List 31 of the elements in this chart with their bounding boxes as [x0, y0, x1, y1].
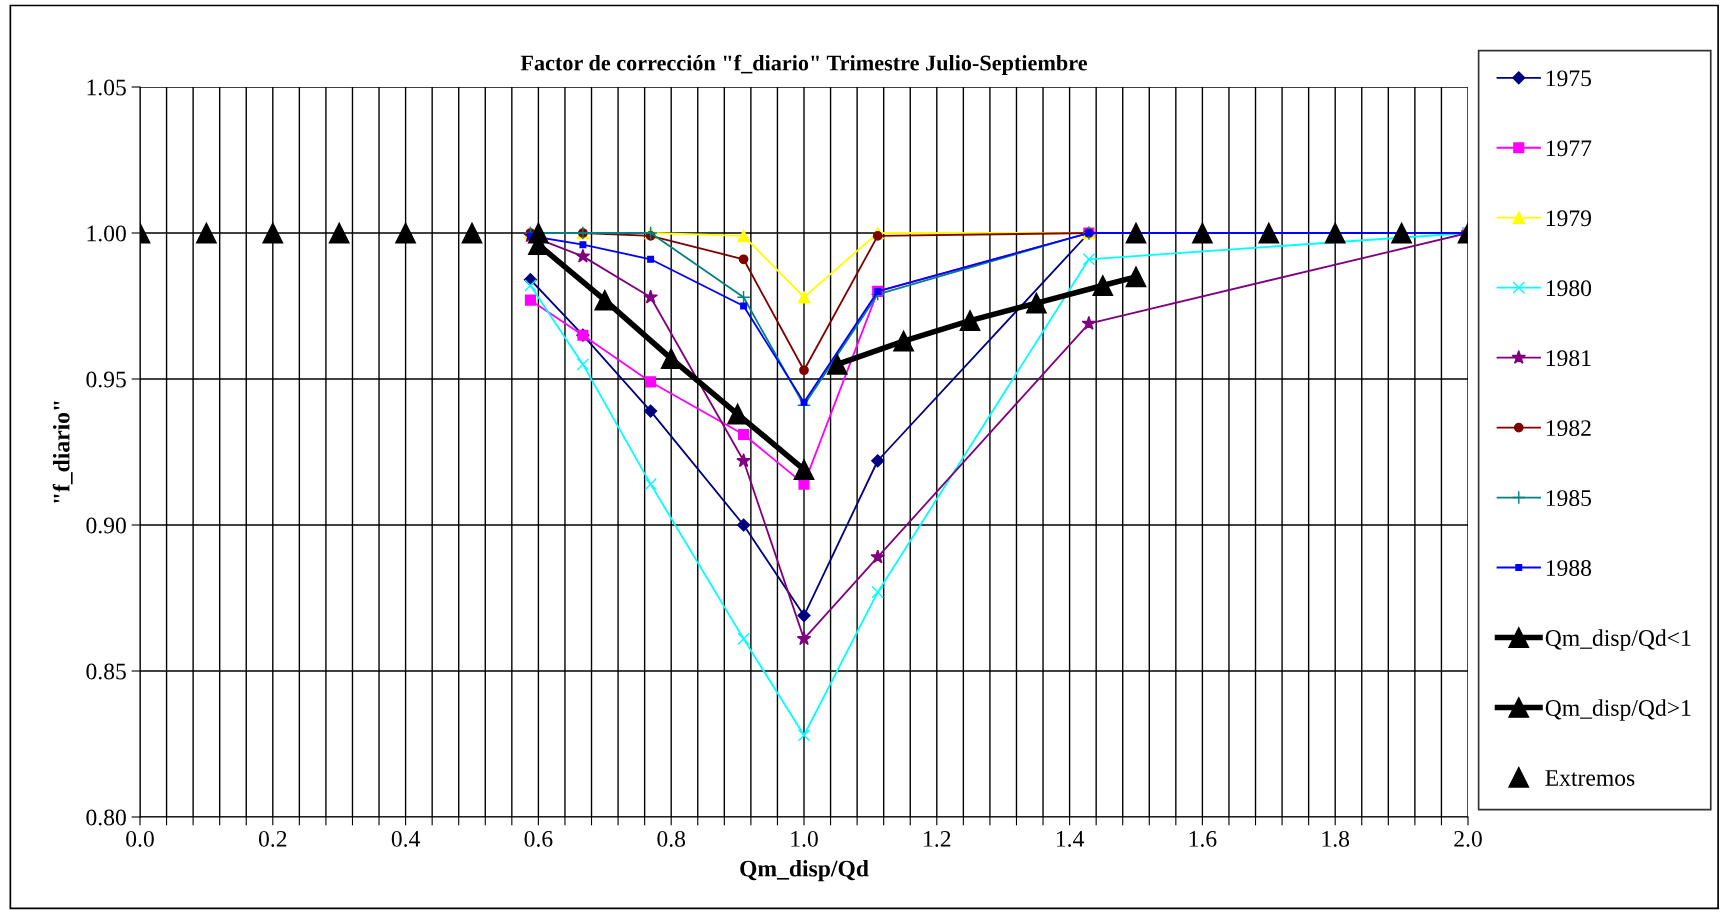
x-tick-label: 1.4 — [1056, 830, 1084, 847]
legend-label: 1975 — [1546, 70, 1592, 87]
legend-label: Qm_disp/Qd>1 — [1545, 699, 1691, 721]
y-tick-label: 0.80 — [86, 809, 126, 826]
x-tick-label: 2.0 — [1454, 830, 1482, 847]
legend-label: 1988 — [1546, 560, 1592, 576]
x-tick-label: 0.0 — [126, 830, 154, 847]
x-axis-title: Qm_disp/Qd — [740, 859, 869, 882]
chart-title: Factor de corrección "f_diario" Trimestre Julio-Septiembre — [520, 54, 1088, 76]
legend-label: Extremos — [1545, 770, 1635, 786]
legend-label: 1985 — [1546, 490, 1592, 507]
y-axis-title: "f_diario" — [52, 401, 73, 503]
y-tick-label: 1.05 — [87, 79, 126, 96]
y-tick-label: 1.00 — [87, 225, 126, 242]
legend-label: 1981 — [1546, 350, 1591, 367]
y-tick-label: 0.95 — [86, 371, 126, 388]
x-tick-label: 0.2 — [258, 830, 287, 847]
x-tick-label: 1.2 — [924, 830, 951, 847]
y-tick-label: 0.85 — [86, 663, 126, 680]
legend-label: Qm_disp/Qd<1 — [1545, 629, 1691, 651]
legend-label: 1980 — [1546, 280, 1592, 297]
x-tick-label: 0.6 — [524, 830, 553, 847]
legend-label: 1982 — [1546, 420, 1591, 437]
x-tick-label: 0.4 — [391, 830, 420, 847]
x-tick-label: 1.0 — [791, 830, 818, 847]
legend-label: 1977 — [1546, 140, 1592, 157]
x-tick-label: 1.6 — [1189, 830, 1217, 847]
x-tick-label: 1.8 — [1322, 830, 1350, 847]
legend-label: 1979 — [1546, 210, 1591, 227]
y-tick-label: 0.90 — [86, 517, 126, 534]
x-tick-label: 0.8 — [657, 830, 686, 847]
